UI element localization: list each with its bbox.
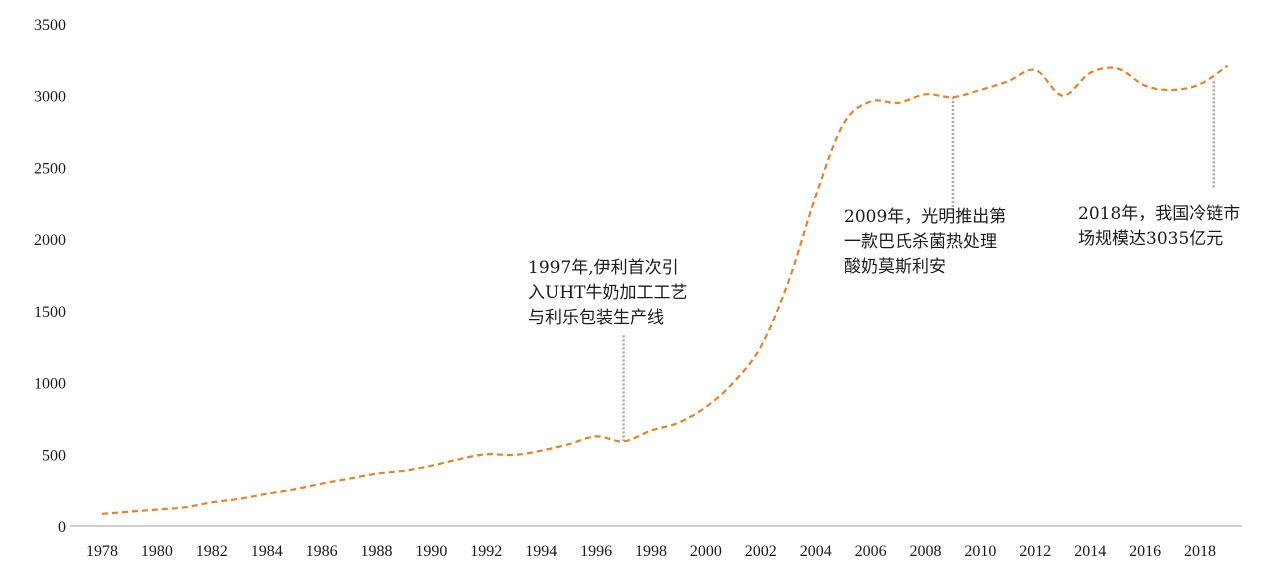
y-tick-label: 1000 (34, 376, 66, 393)
x-tick-label: 1978 (86, 543, 118, 560)
y-tick-label: 2500 (34, 160, 66, 177)
annotation-text: 1997年,伊利首次引 (528, 258, 679, 278)
x-tick-label: 2018 (1184, 543, 1216, 560)
annotation-text: 场规模达3035亿元 (1078, 229, 1223, 249)
annotation-text: 2009年，光明推出第 (844, 207, 1006, 227)
y-tick-labels: 0 500 1000 1500 2000 2500 3000 3500 (34, 17, 66, 536)
x-tick-label: 2008 (910, 543, 942, 560)
x-tick-label: 1980 (141, 543, 173, 560)
annotation-text: 一款巴氏杀菌热处理 (844, 232, 997, 252)
x-tick-label: 2014 (1074, 543, 1106, 560)
x-tick-label: 1996 (580, 543, 612, 560)
x-tick-label: 1998 (635, 543, 667, 560)
x-tick-label: 1994 (525, 543, 557, 560)
annotation-text: 入UHT牛奶加工工艺 (528, 283, 688, 303)
y-tick-label: 1500 (34, 304, 66, 321)
y-tick-label: 0 (58, 519, 66, 536)
x-tick-label: 2012 (1019, 543, 1051, 560)
annotation-text: 2018年，我国冷链市 (1078, 204, 1240, 224)
x-tick-label: 2004 (800, 543, 832, 560)
x-tick-label: 2016 (1129, 543, 1161, 560)
x-tick-label: 1992 (470, 543, 502, 560)
y-tick-label: 2000 (34, 232, 66, 249)
x-tick-label: 1984 (251, 543, 283, 560)
x-tick-labels: 1978 1980 1982 1984 1986 1988 1990 1992 1994 1996… (86, 543, 1216, 560)
x-tick-label: 2002 (745, 543, 777, 560)
annotation-text: 酸奶莫斯利安 (844, 257, 946, 277)
x-tick-label: 1982 (196, 543, 228, 560)
x-tick-label: 1988 (361, 543, 393, 560)
x-tick-label: 1990 (415, 543, 447, 560)
x-tick-label: 2006 (855, 543, 887, 560)
y-tick-label: 3000 (34, 89, 66, 106)
y-tick-label: 3500 (34, 17, 66, 34)
y-tick-label: 500 (42, 447, 66, 464)
x-tick-label: 2010 (964, 543, 996, 560)
x-tick-label: 1986 (306, 543, 338, 560)
annotation-text: 与利乐包装生产线 (528, 308, 664, 328)
x-tick-label: 2000 (690, 543, 722, 560)
series-line (101, 64, 1229, 515)
